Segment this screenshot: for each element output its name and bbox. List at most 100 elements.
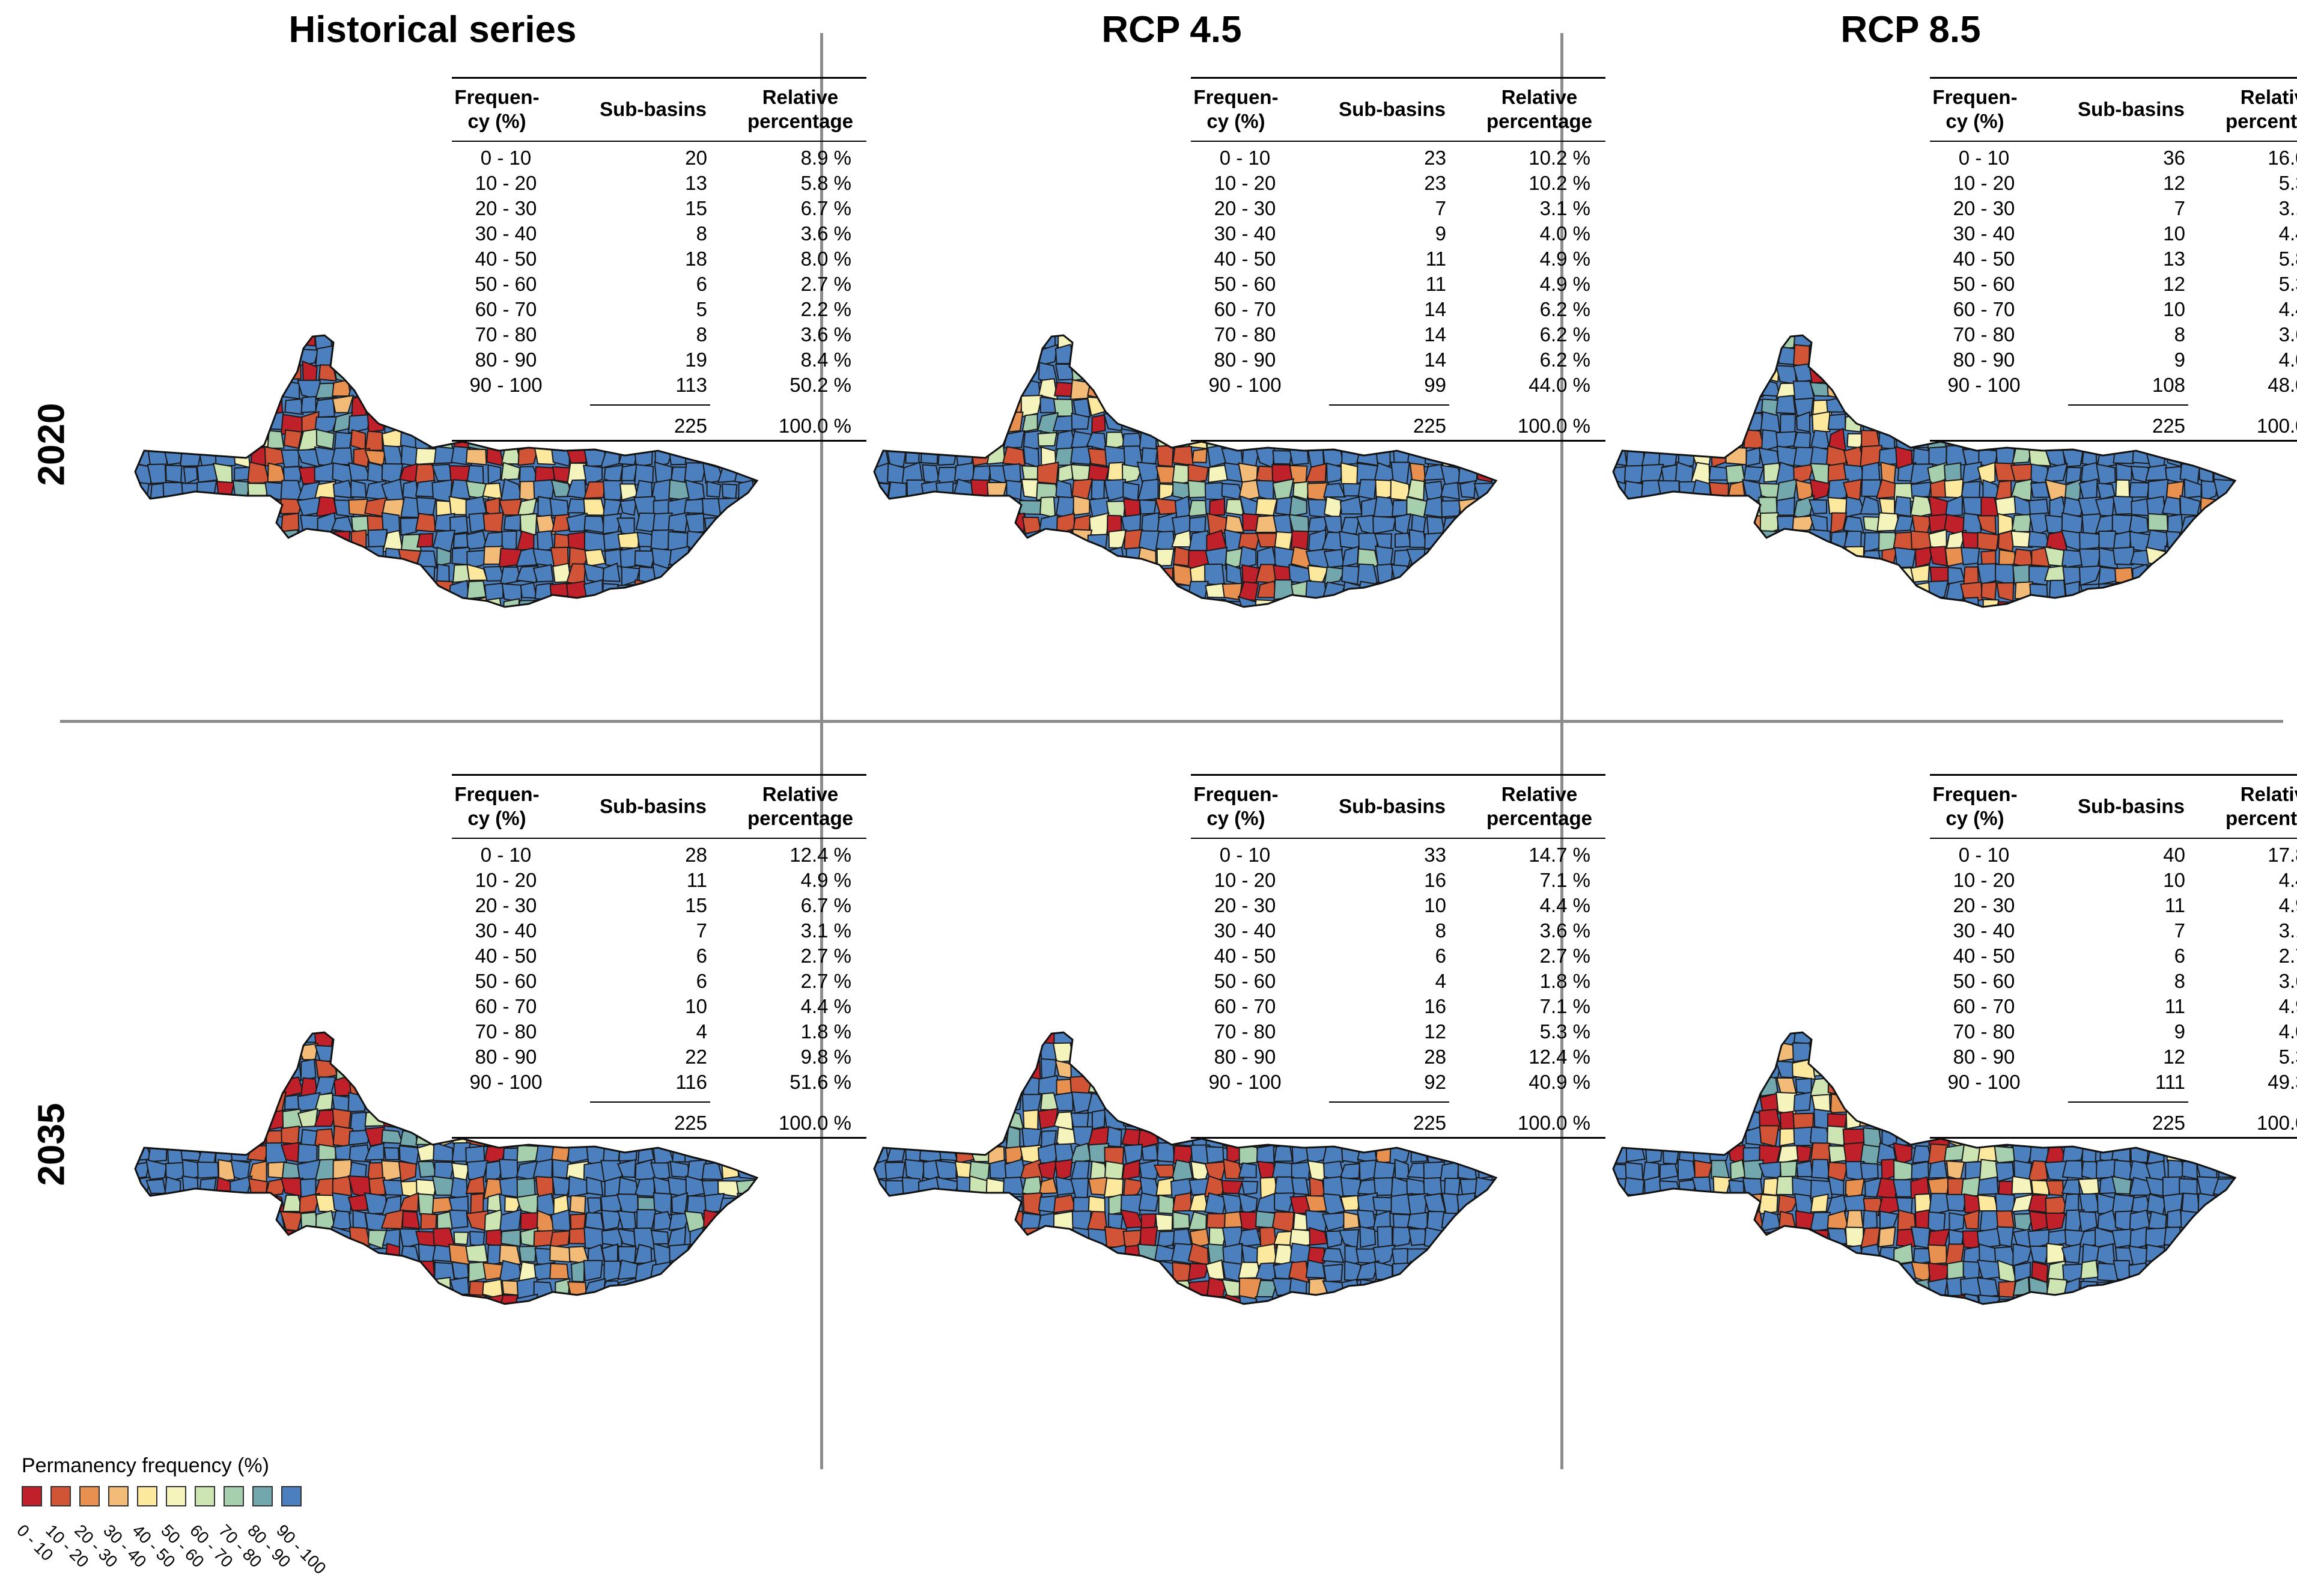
sub-basin: [1893, 1159, 1914, 1181]
sub-basin: [1808, 1042, 1832, 1062]
sub-basin: [1960, 1042, 1981, 1063]
sub-basin: [1225, 514, 1245, 533]
sub-basin: [584, 1092, 607, 1115]
sub-basin: [150, 512, 169, 536]
class-range: 30 - 40: [1214, 919, 1276, 942]
sub-basin: [1674, 549, 1696, 568]
sub-basin: [1187, 1262, 1209, 1281]
sub-basin: [719, 1261, 738, 1281]
sub-basin: [416, 346, 438, 365]
sub-basin: [2062, 397, 2083, 417]
sub-basin: [2200, 1295, 2217, 1304]
header-relative-line1: Relative: [2240, 783, 2297, 805]
sub-basin: [919, 1095, 941, 1116]
sub-basin: [1423, 547, 1444, 565]
sub-basin: [1461, 1246, 1477, 1262]
sub-basin: [1103, 378, 1127, 401]
sub-basin: [1793, 397, 1814, 416]
sub-basin: [1340, 364, 1363, 383]
panel-rcp45-2035: Frequen-cy (%) Sub-basins Relative percenta…: [805, 697, 1605, 1406]
sub-basin: [1961, 361, 1984, 381]
sub-basin: [1491, 579, 1496, 600]
sub-basin: [636, 361, 657, 385]
sub-basin: [1692, 1226, 1712, 1246]
sub-basin: [1154, 1032, 1175, 1046]
total-count: 225: [2152, 1112, 2185, 1134]
sub-basin: [482, 395, 505, 418]
sub-basin: [1809, 335, 1832, 348]
sub-basin: [973, 548, 991, 568]
sub-basin: [2129, 582, 2150, 600]
sub-basin: [1273, 579, 1294, 600]
sub-basin: [1809, 1211, 1831, 1232]
sub-basin: [1947, 1092, 1965, 1113]
sub-basin: [1459, 546, 1478, 566]
sub-basin: [937, 1032, 957, 1045]
sub-basin: [633, 1032, 657, 1047]
sub-basin: [1005, 362, 1023, 385]
sub-basin: [568, 1042, 589, 1063]
sub-basin: [2197, 335, 2219, 350]
total-count: 225: [674, 1112, 707, 1134]
sub-basin: [753, 1142, 757, 1163]
class-range: 90 - 100: [1208, 1071, 1282, 1093]
sub-basin: [2147, 513, 2168, 532]
sub-basin: [2164, 1076, 2183, 1096]
sub-basin: [1708, 514, 1730, 533]
sub-basin: [755, 496, 757, 518]
sub-basin: [919, 344, 942, 365]
class-range: 80 - 90: [1953, 349, 2015, 371]
sub-basin: [754, 565, 757, 586]
sub-basin: [415, 1032, 438, 1047]
sub-basin: [1324, 1124, 1343, 1147]
sub-basin: [1879, 564, 1900, 584]
sub-basin: [1963, 1209, 1980, 1230]
sub-basin: [1307, 1032, 1329, 1046]
sub-basin: [1692, 1294, 1711, 1304]
sub-basin: [886, 1076, 903, 1095]
sub-basin: [903, 1263, 922, 1283]
sub-basin: [1056, 1126, 1076, 1147]
sub-basin: [163, 1228, 185, 1247]
sub-basin: [453, 1231, 469, 1246]
sub-basin: [1880, 1278, 1898, 1299]
sub-basin: [1661, 1041, 1681, 1062]
sub-basin: [723, 396, 740, 417]
sub-basin: [1845, 583, 1866, 601]
sub-basin: [1825, 597, 1846, 607]
sub-basin: [1829, 1243, 1846, 1263]
sub-basin: [251, 1061, 269, 1080]
sub-basin: [368, 361, 388, 383]
sub-basin: [2061, 1297, 2083, 1304]
sub-basin: [1493, 529, 1496, 551]
relative-percent: 1.8 %: [1539, 970, 1590, 992]
sub-basin: [1271, 1044, 1294, 1063]
sub-basin: [1322, 1193, 1345, 1216]
sub-basin: [1692, 1278, 1715, 1301]
sub-basin: [1996, 1226, 2015, 1247]
sub-basin: [585, 397, 606, 418]
sub-basin: [1072, 398, 1091, 418]
sub-basin: [233, 1229, 253, 1246]
sub-basin: [1340, 1032, 1360, 1047]
sub-basin: [1693, 412, 1713, 433]
sub-basin: [919, 1262, 942, 1283]
sub-basin: [936, 344, 958, 366]
sub-basin: [719, 1108, 741, 1132]
sub-basin: [532, 1093, 556, 1112]
sub-basin: [718, 1197, 740, 1215]
sub-basin: [754, 1161, 757, 1181]
sub-basin: [535, 1175, 554, 1198]
sub-basin: [2046, 414, 2066, 434]
sub-basin: [520, 582, 538, 599]
sub-basin: [281, 597, 305, 607]
sub-basin: [1728, 597, 1747, 607]
sub-basin: [2179, 1246, 2202, 1266]
sub-basin: [2214, 1259, 2233, 1281]
sub-basin: [1996, 429, 2018, 448]
sub-basin: [233, 1058, 252, 1080]
sub-basin: [1188, 499, 1207, 517]
sub-basin: [1492, 1127, 1496, 1148]
sub-basin: [1191, 448, 1208, 463]
